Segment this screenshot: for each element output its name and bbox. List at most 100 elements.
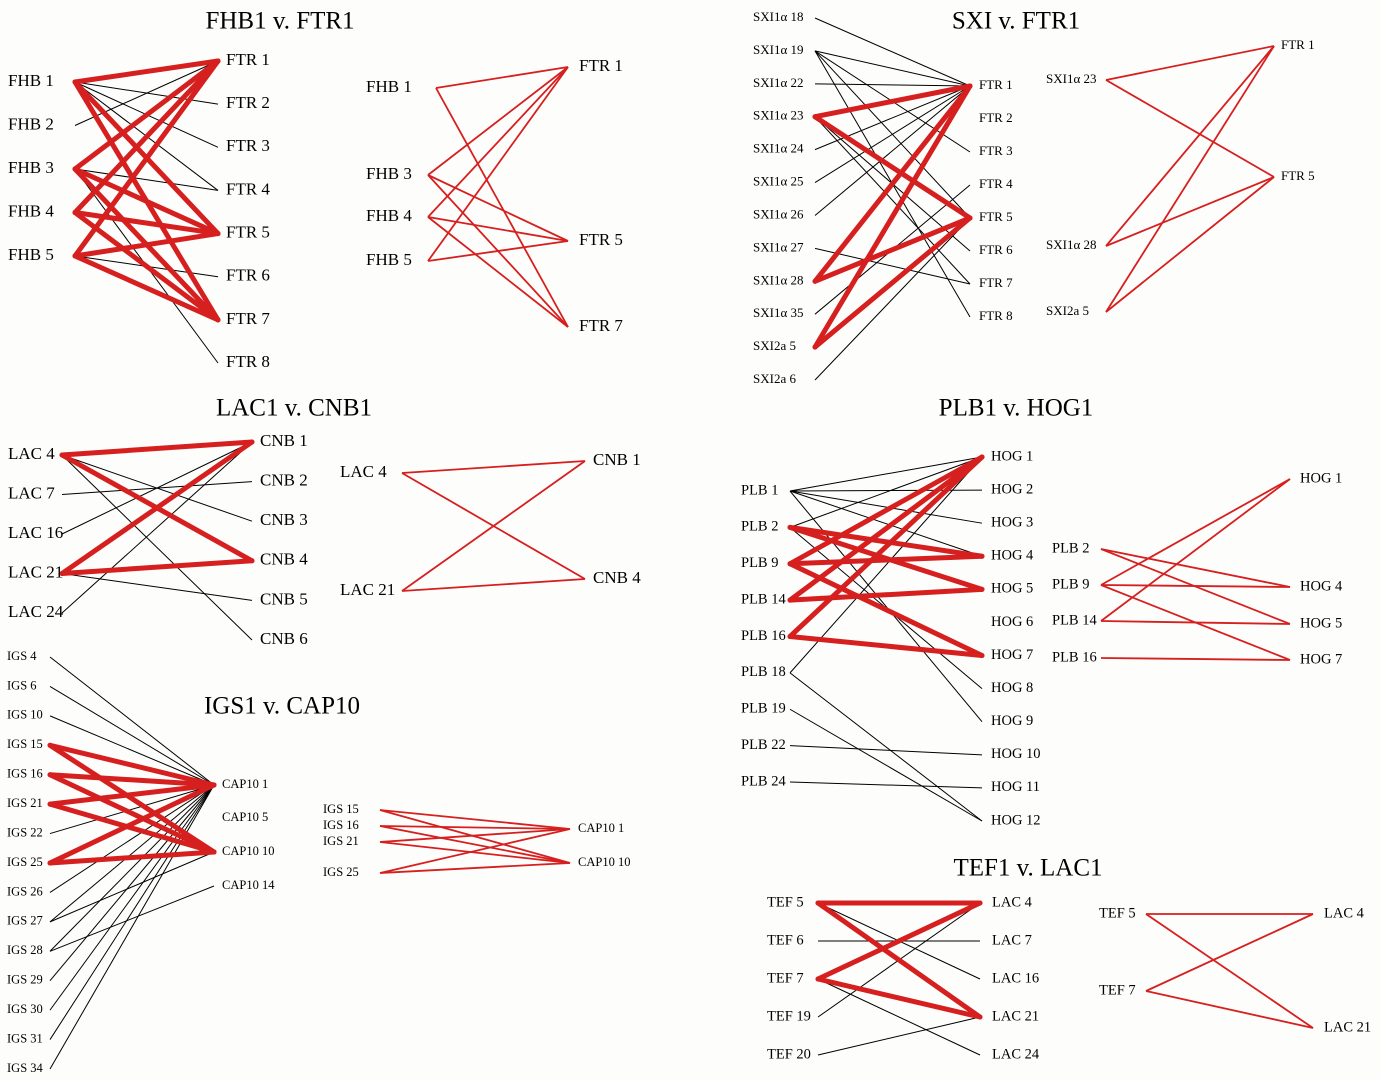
- node-label-right: CAP10 10: [222, 844, 274, 858]
- subnet-edge: [401, 578, 586, 592]
- node-label-right: CNB 1: [260, 431, 308, 450]
- node-label-right: FTR 7: [979, 275, 1013, 290]
- node-label-right: HOG 10: [991, 746, 1041, 762]
- node-label-left: IGS 6: [7, 678, 37, 692]
- node-label-left: IGS 29: [7, 973, 43, 987]
- edge-highlight: [47, 782, 217, 807]
- node-label-left: PLB 22: [741, 737, 786, 753]
- edge-link: [789, 490, 983, 524]
- subnet-edge: [427, 216, 569, 242]
- subnet-edge: [427, 216, 569, 328]
- subnet-edge: [1145, 913, 1314, 992]
- node-label-left: IGS 25: [7, 855, 43, 869]
- node-label-left: PLB 18: [741, 664, 786, 680]
- subnet-edge: [427, 174, 569, 242]
- subnet-label-left: PLB 16: [1052, 649, 1097, 665]
- edge-link: [817, 978, 981, 1056]
- node-label-right: HOG 12: [991, 812, 1041, 828]
- node-label-right: FTR 5: [226, 222, 270, 241]
- edge-link: [814, 217, 971, 381]
- edge-highlight: [815, 900, 983, 982]
- edge-highlight: [787, 454, 985, 639]
- subnet-label-left: SXI1α 28: [1046, 237, 1097, 252]
- node-label-right: FTR 1: [226, 50, 270, 69]
- edge-highlight: [815, 900, 983, 1020]
- subnet-label-left: FHB 1: [366, 77, 412, 96]
- node-label-left: SXI1α 28: [753, 272, 804, 287]
- panel-title: TEF1 v. LAC1: [953, 855, 1102, 882]
- edge-link: [789, 781, 983, 789]
- node-label-left: IGS 28: [7, 943, 43, 957]
- edge-highlight: [812, 83, 973, 120]
- edge-link: [49, 784, 215, 982]
- node-label-left: TEF 20: [767, 1046, 811, 1062]
- node-label-right: FTR 1: [979, 77, 1013, 92]
- subnet-label-left: TEF 5: [1099, 905, 1136, 921]
- subnet-edge: [1105, 176, 1275, 247]
- node-label-left: SXI1α 18: [753, 9, 804, 24]
- panel-title: PLB1 v. HOG1: [939, 395, 1094, 422]
- node-label-left: LAC 24: [8, 602, 64, 621]
- node-label-left: SXI1α 24: [753, 141, 804, 156]
- node-label-left: IGS 22: [7, 825, 43, 839]
- node-label-left: LAC 21: [8, 562, 63, 581]
- node-label-left: SXI1α 19: [753, 42, 804, 57]
- edge-highlight: [72, 166, 221, 237]
- node-label-left: PLB 1: [741, 482, 778, 498]
- edge-link: [61, 573, 253, 601]
- edge-link: [49, 715, 215, 786]
- edge-link: [814, 83, 971, 87]
- edge-highlight: [47, 782, 217, 866]
- subnet-label-left: PLB 9: [1052, 576, 1089, 592]
- subnet-label-right: FTR 1: [1281, 37, 1315, 52]
- node-label-right: HOG 4: [991, 548, 1034, 564]
- node-label-left: FHB 5: [8, 245, 54, 264]
- node-label-right: FTR 4: [226, 179, 270, 198]
- subnet-edge: [379, 828, 571, 874]
- node-label-right: CAP10 5: [222, 810, 268, 824]
- node-label-right: CNB 4: [260, 550, 308, 569]
- node-label-left: SXI1α 22: [753, 75, 804, 90]
- edge-link: [814, 85, 971, 216]
- node-label-right: CNB 5: [260, 589, 308, 608]
- subnet-label-right: HOG 5: [1300, 615, 1342, 631]
- node-label-right: FTR 6: [979, 242, 1013, 257]
- node-label-left: PLB 14: [741, 591, 786, 607]
- edge-link: [49, 784, 215, 923]
- edge-highlight: [72, 253, 221, 323]
- edge-highlight: [787, 524, 985, 559]
- subnet-label-left: SXI1α 23: [1046, 71, 1097, 86]
- subnet-edge: [1145, 990, 1314, 1029]
- node-label-right: FTR 8: [226, 352, 270, 371]
- node-label-right: FTR 5: [979, 209, 1013, 224]
- panel-title: IGS1 v. CAP10: [204, 693, 360, 720]
- node-label-right: CAP10 1: [222, 777, 268, 791]
- subnet-edge: [379, 828, 571, 843]
- node-label-left: SXI2a 5: [753, 338, 796, 353]
- node-label-left: IGS 34: [7, 1061, 44, 1075]
- node-label-left: SXI1α 35: [753, 305, 804, 320]
- subnet-edge: [427, 240, 569, 262]
- edge-link: [789, 456, 983, 528]
- edge-link: [49, 851, 215, 923]
- subnet-label-left: FHB 3: [366, 164, 412, 183]
- edge-highlight: [812, 215, 973, 284]
- edge-link: [814, 85, 971, 151]
- node-label-left: PLB 9: [741, 555, 778, 571]
- subnet-edge: [1100, 478, 1291, 622]
- edge-link: [789, 456, 983, 674]
- edge-link: [817, 1016, 981, 1056]
- subnet-edge: [1100, 657, 1291, 661]
- edge-link: [789, 708, 983, 822]
- edge-link: [61, 441, 253, 535]
- subnet-edge: [1105, 45, 1275, 313]
- node-label-left: TEF 5: [767, 894, 804, 910]
- edge-link: [49, 656, 215, 786]
- edge-highlight: [812, 114, 973, 221]
- node-label-right: HOG 8: [991, 680, 1033, 696]
- edge-highlight: [72, 58, 221, 85]
- subnet-label-left: SXI2a 5: [1046, 303, 1089, 318]
- subnet-label-right: CAP10 1: [578, 821, 624, 835]
- edge-link: [49, 784, 215, 952]
- node-label-left: IGS 15: [7, 737, 43, 751]
